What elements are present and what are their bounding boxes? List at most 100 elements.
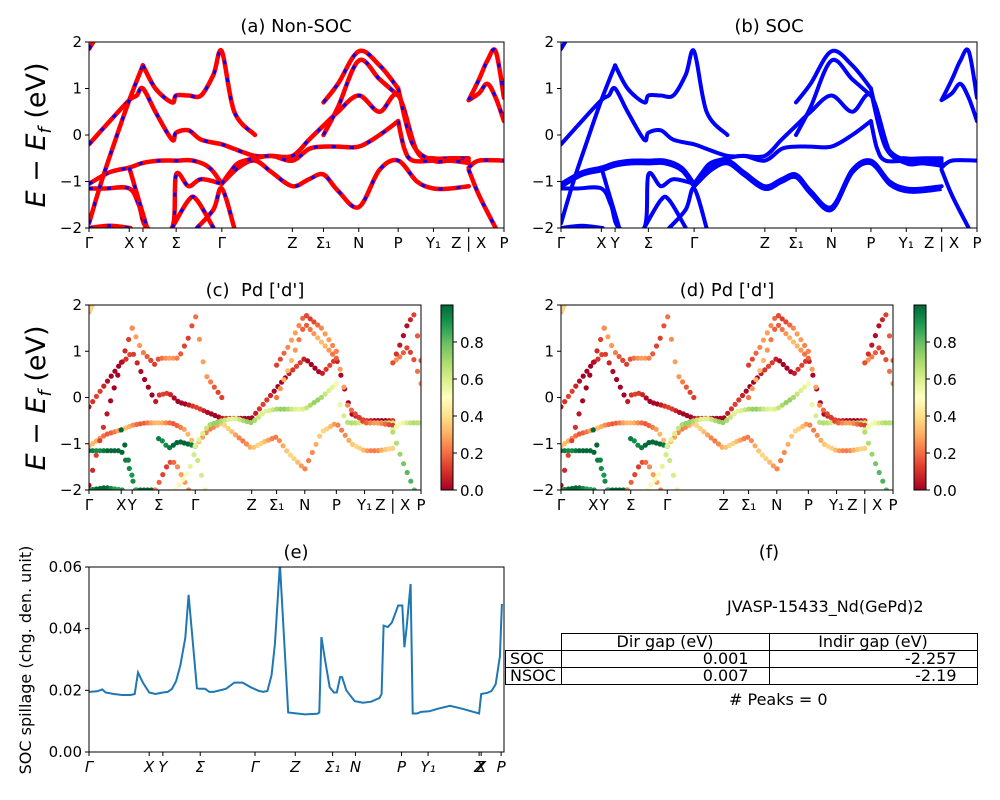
table-corner <box>506 634 562 651</box>
projection-point <box>802 342 808 349</box>
projection-point <box>824 420 830 426</box>
projection-point <box>768 406 774 412</box>
projection-point <box>89 404 92 410</box>
y-tick-label: −2 <box>532 481 554 499</box>
x-tick-label: Σ <box>171 234 180 252</box>
x-tick-label: X <box>475 758 487 776</box>
projection-point <box>323 366 329 372</box>
x-tick-label: N <box>350 758 361 776</box>
panel-a-bands <box>89 42 504 228</box>
projection-point <box>642 442 648 448</box>
projection-point <box>648 482 654 488</box>
projection-point <box>126 336 132 343</box>
colorbar-tick-label: 0.0 <box>460 482 484 500</box>
projection-point <box>584 448 590 454</box>
projection-point <box>176 482 182 488</box>
soc-band-line <box>561 160 696 189</box>
projection-point <box>129 472 135 478</box>
panel-d-title: (d) Pd ['d'] <box>680 280 775 301</box>
projection-point <box>288 357 295 364</box>
projection-point <box>839 420 845 426</box>
projection-point <box>307 402 313 408</box>
projection-point <box>598 465 604 472</box>
panel-e-frame <box>88 566 505 753</box>
projection-point <box>232 432 239 438</box>
projection-point <box>646 464 653 470</box>
projection-point <box>185 431 191 437</box>
projection-point <box>126 465 132 472</box>
x-tick-label: Y <box>599 496 610 514</box>
projection-point <box>163 464 170 470</box>
projection-point <box>794 331 800 337</box>
projection-point <box>572 424 579 430</box>
projection-point <box>725 410 731 416</box>
projection-point <box>411 312 417 318</box>
projection-point <box>657 335 663 341</box>
projection-point <box>192 443 198 449</box>
projection-point <box>840 448 846 454</box>
projection-point <box>670 472 677 478</box>
projection-point <box>418 420 421 426</box>
projection-point <box>764 347 770 353</box>
projection-point <box>281 350 287 356</box>
projection-point <box>598 336 604 343</box>
colorbar-tick-label: 0.2 <box>933 445 957 463</box>
projection-point <box>715 441 722 447</box>
projection-point <box>746 394 752 401</box>
x-tick-label: P <box>394 234 403 252</box>
projection-point <box>145 384 151 390</box>
projection-point <box>285 344 291 350</box>
projection-point <box>418 381 421 387</box>
projection-point <box>712 438 718 444</box>
projection-point <box>189 323 195 329</box>
projection-point <box>813 384 819 390</box>
projection-point <box>111 385 117 391</box>
projection-point <box>191 452 197 458</box>
projection-point <box>368 448 374 454</box>
x-tick-label: Σ <box>195 758 205 776</box>
projection-point <box>767 459 773 465</box>
nonsoc-band-line <box>89 63 146 226</box>
soc-band-line <box>561 42 568 51</box>
projection-point <box>890 357 893 364</box>
projection-point <box>663 452 669 458</box>
projection-point <box>805 348 811 354</box>
projection-point <box>770 463 776 469</box>
projection-point <box>186 487 192 490</box>
nonsoc-band-dash <box>467 169 498 228</box>
projection-point <box>308 361 314 368</box>
projection-point <box>769 360 775 366</box>
projection-point <box>148 357 154 363</box>
projection-point <box>869 451 875 457</box>
panel-a-nonsoc-bands: (a) Non-SOC −2 −1 0 1 2 Γ X Y Σ Γ Z Σ₁ N P Y₁ Z | X P E … <box>21 16 509 252</box>
projection-point <box>625 398 631 405</box>
projection-point <box>236 435 242 441</box>
panel-e-ylabel: SOC spillage (chg. den. unit) <box>16 546 35 775</box>
projection-point <box>118 359 124 365</box>
projection-point <box>794 343 800 349</box>
projection-point <box>765 363 772 369</box>
y-tick-label: 0.00 <box>49 743 82 761</box>
y-tick-label: 2 <box>72 296 82 314</box>
projection-point <box>562 399 568 405</box>
nonsoc-band-dash <box>170 195 215 228</box>
x-tick-label: Z <box>287 234 297 252</box>
projection-point <box>133 334 139 340</box>
projection-point <box>639 459 645 465</box>
soc-band-line <box>794 48 873 105</box>
projection-point <box>271 388 277 394</box>
projection-point <box>183 471 190 477</box>
panel-e-axes: 0.000.020.040.06Γ X Y Σ Γ Z Σ₁ N P Y₁ ZX P <box>49 558 507 776</box>
projection-point <box>298 463 304 469</box>
projection-point <box>142 376 148 383</box>
projection-point <box>727 414 734 420</box>
x-tick-label: Y₁ <box>420 758 435 776</box>
projection-point <box>208 379 214 385</box>
projection-point <box>302 466 308 472</box>
panel-e-title: (e) <box>283 542 308 563</box>
projection-point <box>163 420 169 426</box>
projection-point <box>152 487 158 490</box>
soc-band-line <box>599 165 622 228</box>
projection-point <box>795 366 801 372</box>
